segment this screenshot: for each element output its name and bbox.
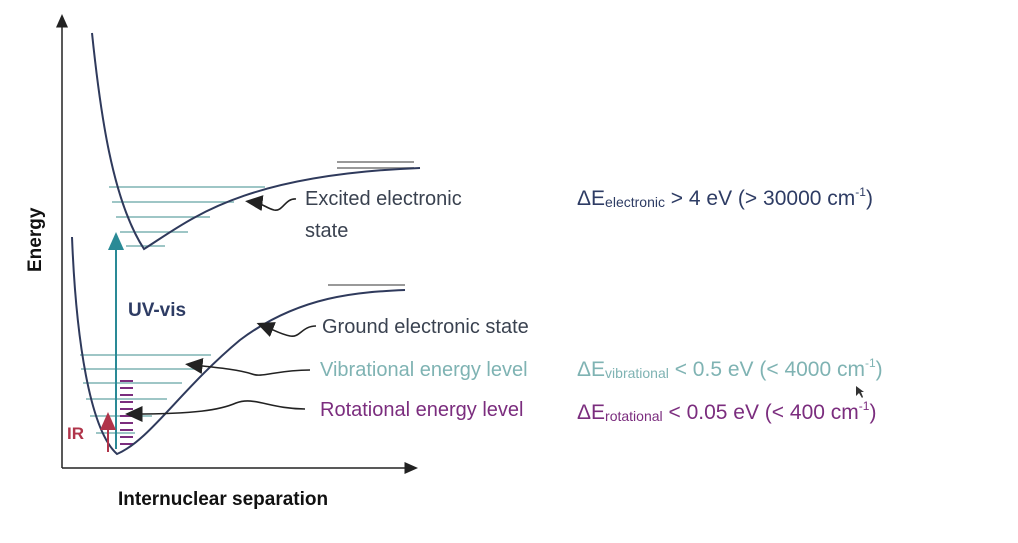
excited-dissociation-lines (337, 161, 414, 169)
eq-vibrational-sup: -1 (865, 356, 876, 370)
rotational-levels (120, 380, 133, 445)
eq-electronic-close: ) (865, 187, 873, 210)
excited-state-label-line1: Excited electronic (305, 188, 462, 210)
ir-label: IR (67, 424, 84, 443)
rotational-level-label: Rotational energy level (320, 399, 524, 421)
eq-vibrational-close: ) (875, 358, 883, 381)
vibrational-level-pointer (185, 358, 311, 376)
eq-vibrational-delta: ΔE (577, 358, 606, 381)
ground-state-label: Ground electronic state (322, 316, 529, 338)
y-axis-label: Energy (25, 207, 46, 272)
eq-electronic-delta: ΔE (577, 187, 606, 210)
eq-rotational-rel: < 0.05 eV (< 400 cm (662, 401, 859, 424)
excited-state-pointer (245, 195, 297, 212)
vibrational-energy-equation: ΔEvibrational < 0.5 eV (< 4000 cm-1) (577, 357, 883, 380)
eq-rotational-sub: rotational (605, 408, 663, 424)
rotational-energy-equation: ΔErotational < 0.05 eV (< 400 cm-1) (577, 400, 876, 423)
eq-vibrational-rel: < 0.5 eV (< 4000 cm (668, 358, 865, 381)
eq-electronic-sub: electronic (605, 194, 665, 210)
ground-vibrational-levels (80, 354, 211, 434)
eq-rotational-sup: -1 (858, 399, 870, 413)
excited-vibrational-levels (109, 186, 265, 247)
vibrational-level-label: Vibrational energy level (320, 359, 528, 381)
rotational-level-pointer (125, 400, 306, 422)
eq-electronic-sup: -1 (855, 185, 866, 199)
eq-vibrational-sub: vibrational (605, 365, 669, 381)
excited-state-label-line2: state (305, 220, 349, 242)
uv-vis-label: UV-vis (128, 300, 187, 321)
ground-state-pointer (256, 322, 317, 337)
eq-rotational-close: ) (869, 401, 877, 424)
ground-state-curve (71, 236, 406, 456)
electronic-energy-equation: ΔEelectronic > 4 eV (> 30000 cm-1) (577, 186, 873, 209)
eq-rotational-delta: ΔE (577, 401, 606, 424)
cursor-icon (856, 386, 864, 398)
x-axis-label: Internuclear separation (118, 489, 329, 510)
eq-electronic-rel: > 4 eV (> 30000 cm (664, 187, 856, 210)
excited-state-curve (91, 32, 421, 251)
